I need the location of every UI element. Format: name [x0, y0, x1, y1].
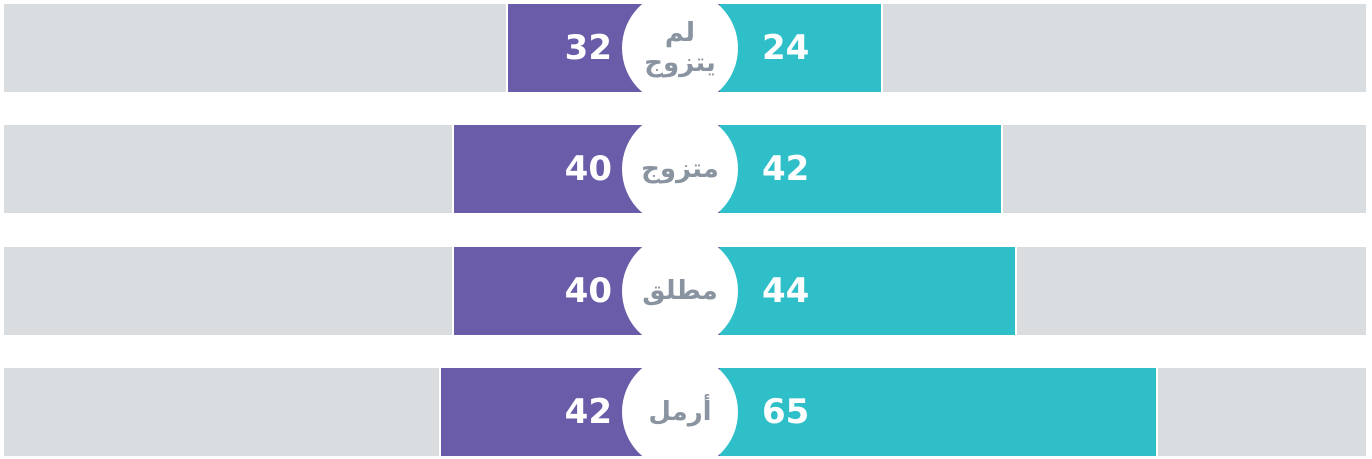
- right-bar: [720, 4, 883, 92]
- left-value-label: 40: [564, 149, 612, 190]
- right-value-label: 65: [762, 391, 810, 432]
- category-label: لم يتزوج: [622, 0, 738, 106]
- category-label: أرمل: [622, 353, 738, 459]
- left-value-label: 42: [564, 391, 612, 432]
- right-value-label: 42: [762, 149, 810, 190]
- right-value-label: 24: [762, 28, 810, 68]
- left-value-label: 32: [564, 28, 612, 68]
- right-value-label: 44: [762, 270, 810, 311]
- category-label: مطلق: [622, 232, 738, 349]
- right-bar: [720, 125, 1004, 214]
- right-bar: [720, 367, 1158, 456]
- category-label: متزوج: [622, 111, 738, 228]
- left-value-label: 40: [564, 270, 612, 311]
- right-bar: [720, 246, 1017, 335]
